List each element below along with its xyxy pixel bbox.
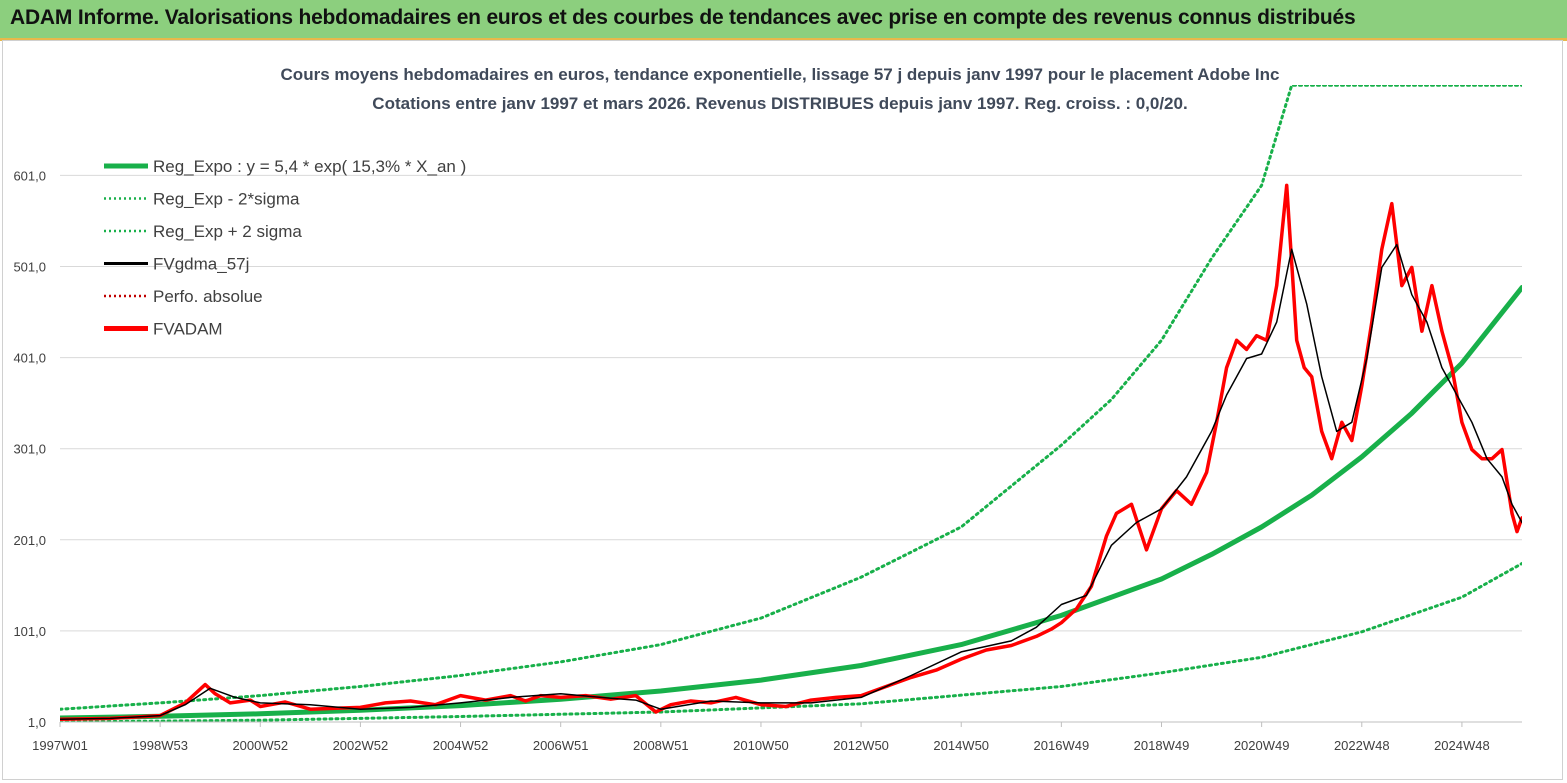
- y-tick-label: 101,0: [13, 624, 46, 639]
- y-tick-label: 201,0: [13, 533, 46, 548]
- series-line-fvadam: [60, 183, 1522, 722]
- x-tick-label: 2002W52: [333, 738, 389, 753]
- x-tick-label: 2006W51: [533, 738, 589, 753]
- banner-title: ADAM Informe. Valorisations hebdomadaire…: [10, 6, 1356, 29]
- x-tick-label: 2010W50: [733, 738, 789, 753]
- x-tick-label: 2000W52: [232, 738, 288, 753]
- corner-mark-right: [1553, 38, 1567, 41]
- legend-label: Reg_Exp - 2*sigma: [153, 190, 300, 209]
- x-tick-label: 2008W51: [633, 738, 689, 753]
- series-layer: [60, 85, 1522, 722]
- series-line-reg-plus-2sigma: [60, 85, 1522, 711]
- x-tick-label: 2022W48: [1334, 738, 1390, 753]
- y-tick-label: 601,0: [13, 168, 46, 183]
- x-tick-label: 2018W49: [1134, 738, 1190, 753]
- corner-mark-left: [0, 38, 14, 41]
- y-tick-label: 301,0: [13, 442, 46, 457]
- x-tick-label: 2016W49: [1034, 738, 1090, 753]
- series-line-reg-expo: [60, 285, 1522, 721]
- chart-title-line1: Cours moyens hebdomadaires en euros, ten…: [281, 65, 1280, 84]
- x-tick-label: 1997W01: [32, 738, 88, 753]
- chart-title-line2: Cotations entre janv 1997 et mars 2026. …: [372, 94, 1187, 113]
- legend-label: Perfo. absolue: [153, 287, 263, 306]
- series-line-fvgdma: [60, 243, 1522, 721]
- legend-label: Reg_Exp + 2 sigma: [153, 222, 302, 241]
- x-tick-label: 2024W48: [1434, 738, 1490, 753]
- legend-label: Reg_Expo : y = 5,4 * exp( 15,3% * X_an ): [153, 157, 466, 176]
- y-axis-ticks: 1,0 101,0 201,0 301,0 401,0 501,0 601,0: [13, 168, 46, 730]
- plot-border: [2, 40, 1563, 780]
- legend: Reg_Expo : y = 5,4 * exp( 15,3% * X_an )…: [104, 157, 466, 339]
- x-tick-label: 2014W50: [933, 738, 989, 753]
- y-tick-label: 1,0: [28, 715, 46, 730]
- x-tick-label: 2004W52: [433, 738, 489, 753]
- grid-lines: [60, 174, 1522, 723]
- y-tick-label: 501,0: [13, 260, 46, 275]
- banner: ADAM Informe. Valorisations hebdomadaire…: [0, 0, 1567, 40]
- legend-label: FVgdma_57j: [153, 255, 249, 274]
- x-tick-label: 1998W53: [132, 738, 188, 753]
- series-line-reg-minus-2sigma: [60, 562, 1522, 722]
- legend-label: FVADAM: [153, 320, 223, 339]
- x-axis-ticks: 1997W01 1998W53 2000W52 2002W52 2004W52 2006W…: [32, 721, 1522, 753]
- y-tick-label: 401,0: [13, 351, 46, 366]
- x-tick-label: 2012W50: [833, 738, 889, 753]
- x-tick-label: 2020W49: [1234, 738, 1290, 753]
